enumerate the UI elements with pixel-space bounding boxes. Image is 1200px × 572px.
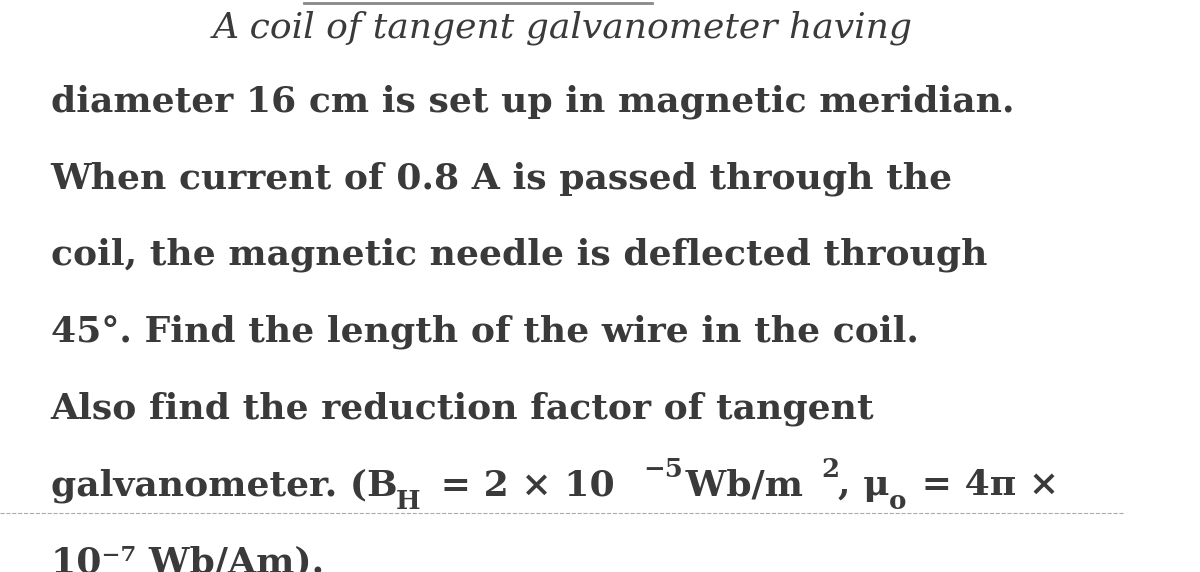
Text: , μ: , μ	[838, 468, 889, 502]
Text: o: o	[888, 488, 906, 514]
Text: A coil of tangent galvanometer having: A coil of tangent galvanometer having	[212, 10, 912, 45]
Text: coil, the magnetic needle is deflected through: coil, the magnetic needle is deflected t…	[50, 238, 988, 272]
Text: 45°. Find the length of the wire in the coil.: 45°. Find the length of the wire in the …	[50, 315, 918, 349]
Text: = 4π ×: = 4π ×	[908, 468, 1058, 502]
Text: When current of 0.8 A is passed through the: When current of 0.8 A is passed through …	[50, 161, 953, 196]
Text: Wb/m: Wb/m	[672, 468, 803, 502]
Text: 10⁻⁷ Wb/Am).: 10⁻⁷ Wb/Am).	[50, 545, 324, 572]
Text: = 2 × 10: = 2 × 10	[428, 468, 616, 502]
Text: 2: 2	[821, 457, 839, 482]
Text: −5: −5	[643, 457, 683, 482]
Text: Also find the reduction factor of tangent: Also find the reduction factor of tangen…	[50, 391, 875, 426]
Text: diameter 16 cm is set up in magnetic meridian.: diameter 16 cm is set up in magnetic mer…	[50, 84, 1014, 119]
Text: H: H	[396, 488, 420, 514]
Text: galvanometer. (B: galvanometer. (B	[50, 468, 397, 503]
